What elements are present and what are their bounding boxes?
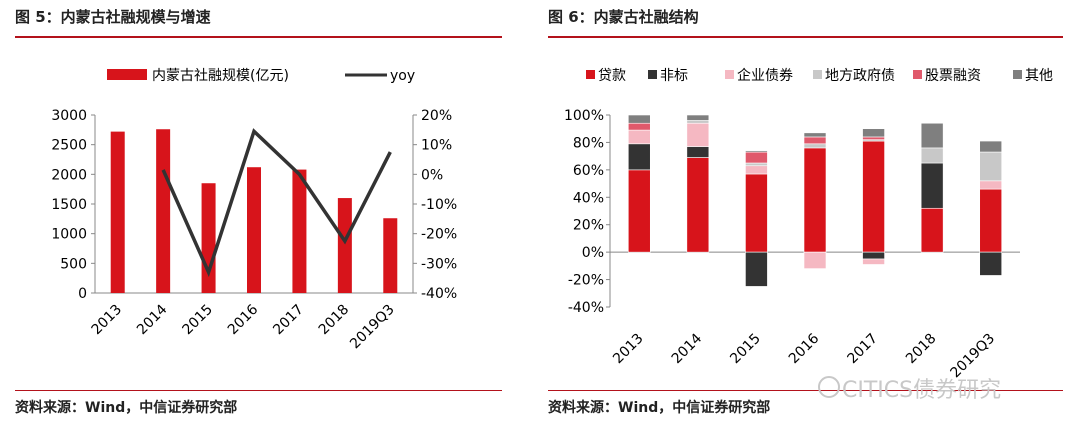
bar-segment-2014-1 <box>686 146 710 158</box>
bar-2018 <box>337 198 352 293</box>
bar-segment-2019Q3-0 <box>979 188 1003 253</box>
bar-segment-2018-1 <box>920 162 944 209</box>
left-y-tick-label: 1500 <box>51 197 87 213</box>
x-tick-label: 2016 <box>786 331 823 368</box>
legend-swatch-0 <box>586 70 595 79</box>
x-tick-label: 2013 <box>610 331 647 368</box>
left-title-rule <box>15 36 502 38</box>
bar-segment-2015-1 <box>745 251 768 287</box>
bar-segment-2019Q3-3 <box>979 151 1003 182</box>
left-y-tick-label: 2500 <box>51 138 87 154</box>
bar-segment-2015-0 <box>745 173 768 253</box>
bar-segment-2014-0 <box>686 157 710 253</box>
x-tick-label: 2018 <box>903 331 940 368</box>
right-y-tick-label: 0% <box>421 167 443 183</box>
bar-2014 <box>156 129 171 293</box>
bar-segment-2018-3 <box>920 147 944 164</box>
bar-segment-2016-2 <box>803 251 827 269</box>
bar-segment-2015-5 <box>745 150 768 153</box>
watermark: CITICS债券研究 <box>842 378 1002 403</box>
bar-segment-2013-2 <box>627 129 651 145</box>
bar-segment-2014-3 <box>686 120 710 124</box>
left-y-tick-label: 2000 <box>51 167 87 183</box>
y-tick-label: 100% <box>564 108 604 124</box>
bar-segment-2019Q3-1 <box>979 251 1003 276</box>
left-source-note: 资料来源：Wind，中信证券研究部 <box>15 400 238 416</box>
right-y-tick-label: 20% <box>421 108 452 124</box>
right-title-rule <box>548 36 1063 38</box>
bar-segment-2017-0 <box>862 140 885 253</box>
bar-segment-2013-0 <box>627 169 651 253</box>
y-tick-label: 80% <box>573 135 604 151</box>
x-tick-label: 2017 <box>844 331 881 368</box>
bar-segment-2019Q3-2 <box>979 180 1003 190</box>
legend-label-line: yoy <box>390 68 415 84</box>
bar-segment-2016-5 <box>803 132 827 138</box>
bar-2019Q3 <box>383 218 398 293</box>
left-y-tick-label: 1000 <box>51 227 87 243</box>
y-tick-label: 0% <box>582 245 604 261</box>
bar-segment-2014-2 <box>686 122 710 147</box>
legend-label-bars: 内蒙古社融规模(亿元) <box>152 68 289 84</box>
legend-label-0: 贷款 <box>598 68 626 84</box>
legend-label-1: 非标 <box>660 68 688 84</box>
yoy-line <box>161 128 392 278</box>
legend-label-3: 地方政府债 <box>825 68 895 84</box>
legend-label-2: 企业债券 <box>737 67 793 84</box>
bar-segment-2016-0 <box>803 147 827 253</box>
bar-segment-2015-4 <box>745 151 768 164</box>
bar-segment-2015-2 <box>745 165 768 175</box>
y-tick-label: 20% <box>573 218 604 234</box>
right-y-tick-label: -20% <box>421 227 457 243</box>
bar-segment-2019Q3-5 <box>979 140 1003 153</box>
left-y-tick-label: 500 <box>60 256 87 272</box>
legend-label-5: 其他 <box>1025 68 1053 84</box>
right-source-rule <box>548 390 1063 391</box>
left-chart: 内蒙古社融规模(亿元) yoy 0 500 1000 1500 2000 2500 3000 -4… <box>51 68 457 352</box>
left-y-tick-label: 0 <box>78 286 87 302</box>
bar-segment-2017-4 <box>862 136 885 140</box>
bar-segment-2016-3 <box>803 143 827 149</box>
right-y-tick-label: 10% <box>421 138 452 154</box>
right-y-tick-label: -30% <box>421 256 457 272</box>
bar-segment-2014-5 <box>686 114 710 121</box>
bar-segment-2013-1 <box>627 143 651 171</box>
y-tick-label: -40% <box>568 300 604 316</box>
bar-segment-2018-5 <box>920 122 944 149</box>
bar-segment-2015-3 <box>745 162 768 167</box>
legend-swatch-5 <box>1013 70 1022 79</box>
legend-swatch-1 <box>648 70 657 79</box>
legend-swatch-bars <box>107 69 147 80</box>
legend-swatch-2 <box>725 70 734 79</box>
bar-2016 <box>247 167 261 293</box>
wechat-icon <box>818 376 840 398</box>
legend-swatch-4 <box>913 70 922 79</box>
left-y-tick-label: 3000 <box>51 108 87 124</box>
bar-segment-2016-4 <box>803 136 827 145</box>
bar-segment-2018-0 <box>920 207 944 253</box>
right-figure-title: 图 6：内蒙古社融结构 <box>548 8 699 26</box>
bar-2017 <box>292 169 307 293</box>
x-tick-label: 2015 <box>727 331 764 368</box>
bar-segment-2013-5 <box>627 114 651 124</box>
left-source-rule <box>15 390 502 391</box>
right-y-tick-label: -40% <box>421 286 457 302</box>
x-tick-label: 2014 <box>669 331 706 368</box>
y-tick-label: 40% <box>573 190 604 206</box>
bar-2013 <box>110 131 125 293</box>
legend-swatch-3 <box>813 70 822 79</box>
legend-label-4: 股票融资 <box>925 68 981 84</box>
y-tick-label: 60% <box>573 163 604 179</box>
left-figure-title: 图 5：内蒙古社融规模与增速 <box>15 8 211 26</box>
right-y-tick-label: -10% <box>421 197 457 213</box>
bar-segment-2013-4 <box>627 122 651 131</box>
y-tick-label: -20% <box>568 273 604 289</box>
right-source-note: 资料来源：Wind，中信证券研究部 <box>548 400 771 416</box>
bar-segment-2017-5 <box>862 128 885 138</box>
bar-segment-2017-2 <box>862 258 885 265</box>
bar-segment-2017-1 <box>862 251 885 260</box>
